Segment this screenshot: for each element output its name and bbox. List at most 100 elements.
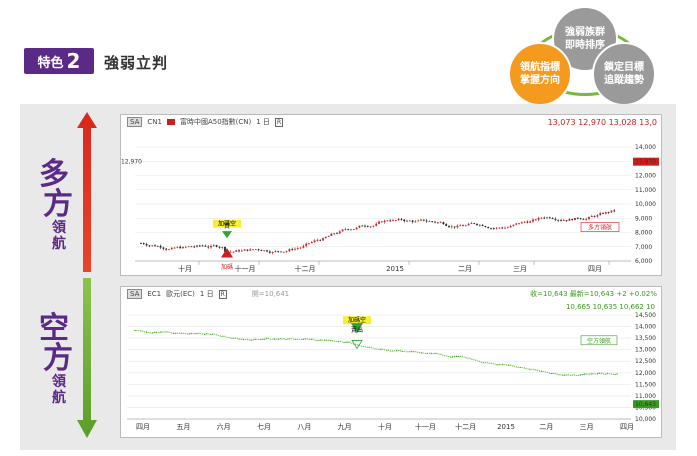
candle-body [212,245,215,247]
candle-body [438,353,440,355]
x-tick-label: 四月 [136,423,150,431]
candle-body [173,247,176,249]
candle-body [142,243,145,245]
candle-body [159,246,162,248]
candle-body [329,340,332,342]
candle-body [490,228,492,229]
candle-body [585,373,587,375]
sa-menu[interactable]: SA [127,289,143,299]
candle-body [430,353,432,355]
candle-body [238,250,240,252]
y-tick-label: 11,000 [635,187,656,194]
candle-body [484,362,487,364]
candle-body [310,339,312,341]
green-down-arrow [77,278,97,438]
y-tick-label: 13,000 [635,347,656,354]
candle-body [529,368,531,370]
candle-body [537,217,540,220]
candle-body [218,246,221,248]
price-tag-label: 10,643 [635,401,656,408]
sell-outline-marker [351,340,363,350]
candle-body [171,332,173,334]
candle-body [234,337,237,339]
candle-body [265,338,268,340]
candle-body [401,351,403,352]
candle-body [310,242,313,244]
candle-body [509,225,512,228]
candle-body [361,225,364,227]
candle-body [523,367,525,369]
candle-body [436,222,439,224]
candle-body [577,375,580,376]
candle-body [392,220,394,221]
candle-body [548,372,551,374]
candle-body [339,341,341,343]
candle-body [576,217,579,219]
candle-body [591,373,593,375]
chart-a50[interactable]: SA CN1 富時中國A50指數(CN) 1 日 R 13,073 12,970… [120,114,662,276]
circle-lead-indicator: 領航指標 掌握方向 [508,42,572,106]
candle-body [382,349,384,350]
candle-body [548,217,551,219]
candle-body [203,334,206,335]
candle-body [492,363,494,365]
candle-body [560,220,562,221]
r-menu[interactable]: R [218,289,227,299]
candle-body [210,245,212,248]
candle-body [188,333,190,335]
candle-body [451,356,454,358]
candle-body [488,362,490,364]
candle-body [394,220,397,221]
candle-body [282,251,285,253]
candle-body [227,337,229,338]
candle-body [518,223,520,225]
candle-body [579,374,581,376]
bull-char-2: 方 [43,187,73,222]
candle-body [606,373,609,375]
candle-body [343,342,345,343]
candle-body [482,362,485,364]
candle-body [422,219,425,221]
candle-body [264,338,266,340]
candle-body [587,373,589,375]
candle-body [231,337,233,339]
candle-body [201,245,204,247]
left-price-label: 12,970 [121,159,142,166]
bear-char-3: 領 [52,374,66,390]
candle-body [554,218,557,220]
candle-body [360,345,363,347]
candle-body [411,351,413,353]
candle-body [515,223,518,225]
up-marker [221,248,233,258]
legend-label: 多方領航 [588,224,612,232]
candle-body [612,373,614,375]
r-menu[interactable]: R [274,117,284,127]
candle-body [393,350,396,352]
open-value: 開=10,641 [251,290,290,298]
x-tick-label: 十二月 [455,422,476,431]
candle-body [316,340,318,341]
direction-arrows [77,112,97,438]
x-tick-label: 五月 [176,423,190,431]
y-tick-label: 11,500 [635,381,656,388]
chart-a50-plot[interactable]: 14,00013,00012,00011,00010,0009,0008,000… [121,129,661,275]
candle-body [408,220,411,222]
bear-char-2: 方 [43,341,73,376]
candle-body [504,364,506,366]
candle-body [383,220,386,223]
candle-body [463,356,465,358]
y-tick-label: 10,000 [635,201,656,208]
y-tick-label: 12,500 [635,358,656,365]
candle-body [579,218,582,220]
candle-body [424,353,427,354]
sa-menu[interactable]: SA [127,117,143,127]
candle-body [289,338,291,340]
candle-body [560,374,562,376]
candle-body [428,353,430,354]
chart-euro-plot[interactable]: 14,500 14,000 13,500 13,000 12,500 12,000 11,5… [121,301,661,437]
candle-body [391,350,394,352]
bear-lead-label: 空 方 領 航 [34,314,74,407]
candle-body [432,353,434,355]
chart-euro[interactable]: SA EC1 歐元(EC) 1 日 R 開=10,641 收=10,643 最新… [120,286,662,438]
candle-body [527,368,529,370]
